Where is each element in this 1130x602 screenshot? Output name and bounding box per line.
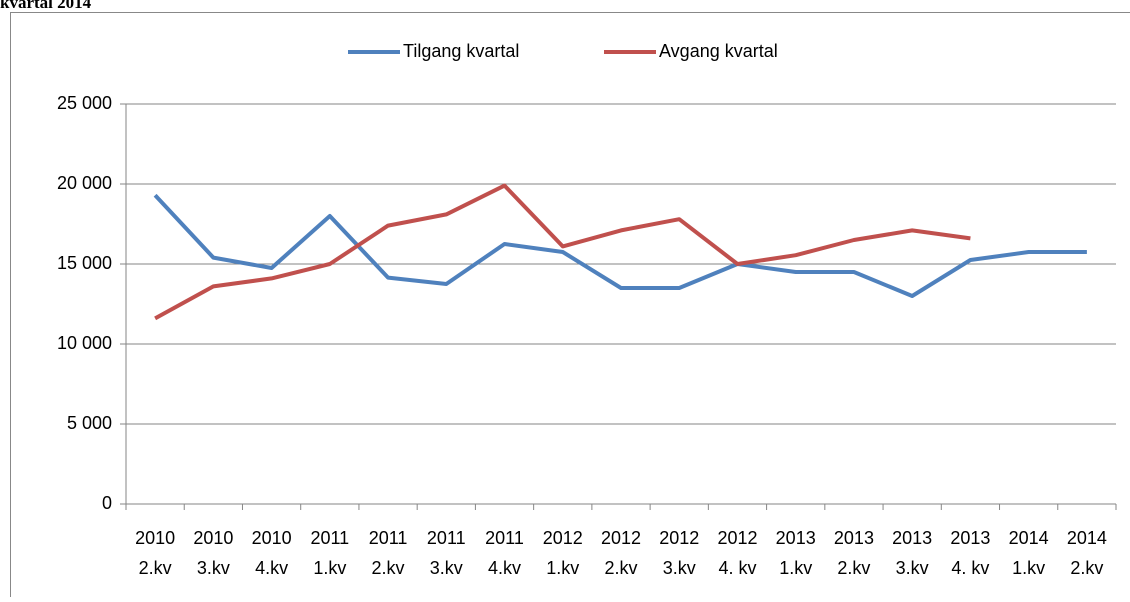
- x-tick-label: 4.kv: [488, 558, 521, 578]
- x-tick-label: 2.kv: [139, 558, 172, 578]
- legend-label: Avgang kvartal: [659, 41, 778, 61]
- x-tick-label: 2011: [427, 528, 466, 548]
- x-tick-label: 2012: [659, 528, 699, 548]
- x-tick-label: 4.kv: [255, 558, 288, 578]
- legend-label: Tilgang kvartal: [403, 41, 519, 61]
- y-tick-label: 10 000: [57, 333, 112, 353]
- x-tick-label: 2010: [193, 528, 233, 548]
- x-tick-label: 1.kv: [1012, 558, 1045, 578]
- x-tick-label: 2.kv: [372, 558, 405, 578]
- x-tick-label: 1.kv: [313, 558, 346, 578]
- chart-title: kvartal 2014: [0, 0, 92, 12]
- x-tick-label: 4. kv: [951, 558, 989, 578]
- x-tick-label: 1.kv: [546, 558, 579, 578]
- y-tick-label: 25 000: [57, 93, 112, 113]
- x-tick-label: 2010: [252, 528, 292, 548]
- y-tick-label: 20 000: [57, 173, 112, 193]
- x-tick-label: 2011: [310, 528, 349, 548]
- y-tick-label: 5 000: [67, 413, 112, 433]
- series-line: [155, 195, 1087, 296]
- y-tick-label: 0: [102, 493, 112, 513]
- x-tick-label: 2011: [485, 528, 524, 548]
- x-tick-label: 2.kv: [1070, 558, 1103, 578]
- x-tick-label: 2013: [950, 528, 990, 548]
- x-tick-label: 2012: [601, 528, 641, 548]
- x-tick-label: 3.kv: [197, 558, 230, 578]
- x-tick-label: 3.kv: [663, 558, 696, 578]
- x-tick-label: 2.kv: [604, 558, 637, 578]
- x-tick-label: 2013: [834, 528, 874, 548]
- x-tick-label: 2011: [369, 528, 408, 548]
- x-tick-label: 2.kv: [837, 558, 870, 578]
- x-tick-label: 1.kv: [779, 558, 812, 578]
- x-tick-label: 2013: [892, 528, 932, 548]
- x-tick-label: 2010: [135, 528, 175, 548]
- x-tick-label: 3.kv: [430, 558, 463, 578]
- x-tick-label: 2013: [776, 528, 816, 548]
- x-tick-label: 2012: [543, 528, 583, 548]
- x-tick-label: 4. kv: [718, 558, 756, 578]
- y-tick-label: 15 000: [57, 253, 112, 273]
- x-tick-label: 2014: [1009, 528, 1049, 548]
- x-tick-label: 2014: [1067, 528, 1107, 548]
- x-tick-label: 2012: [717, 528, 757, 548]
- x-tick-label: 3.kv: [896, 558, 929, 578]
